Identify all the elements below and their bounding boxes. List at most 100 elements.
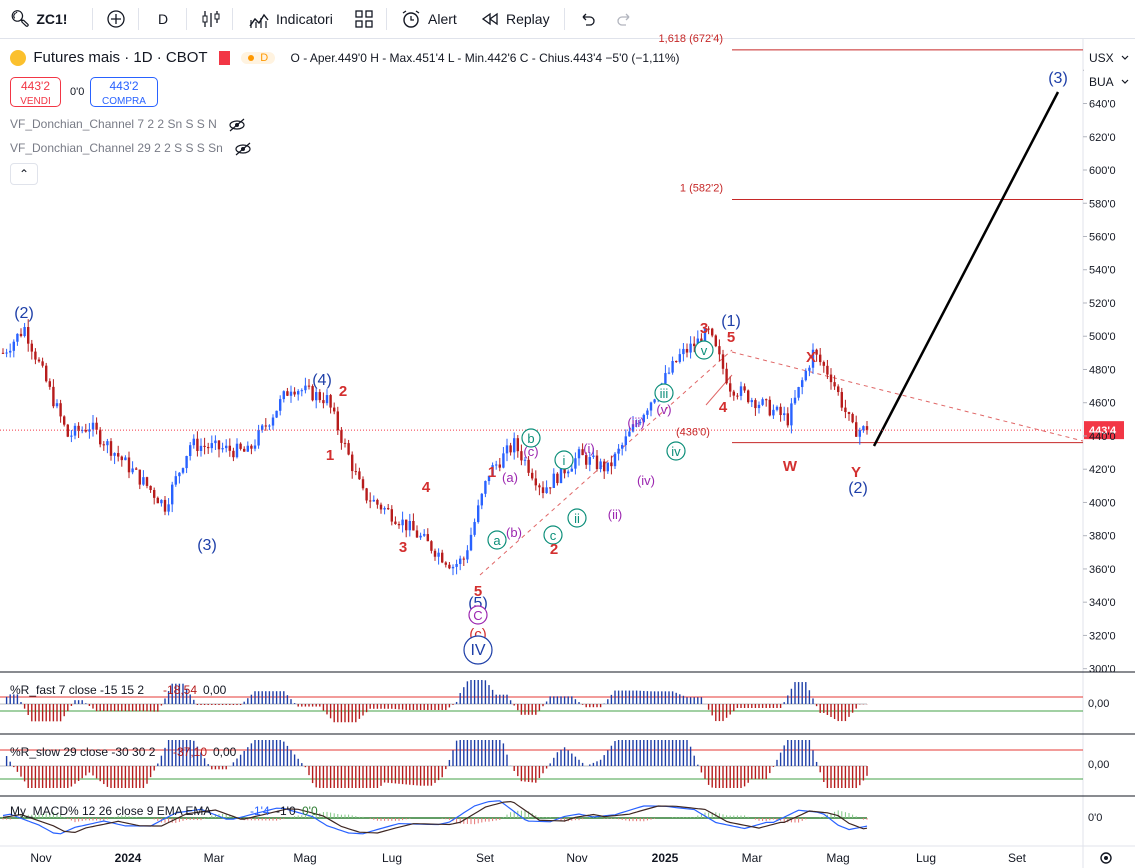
candle: [793, 389, 797, 405]
candle-body: [210, 443, 213, 449]
indicator-legend-1[interactable]: VF_Donchian_Channel 7 2 2 Sn S S N: [10, 117, 246, 132]
candle-body: [793, 397, 797, 404]
candle-body: [574, 458, 577, 469]
price-tick-label: 500'0: [1089, 331, 1116, 343]
candle-body: [635, 423, 638, 425]
macd-legend-value3: 0'0: [302, 804, 318, 818]
candle: [66, 423, 69, 438]
sell-button[interactable]: 443'2 VENDI: [10, 77, 61, 107]
candle: [228, 438, 231, 457]
candle-body: [99, 429, 102, 445]
candle-body: [91, 422, 95, 430]
redo-button[interactable]: [616, 0, 634, 38]
candle: [376, 498, 379, 509]
replay-button[interactable]: Replay: [480, 0, 550, 38]
symbol-search[interactable]: 🔍︎ ZC1!: [10, 0, 67, 38]
candle-body: [847, 412, 851, 414]
candle-body: [837, 386, 840, 393]
candle: [675, 360, 678, 363]
candle: [567, 469, 570, 478]
alert-button[interactable]: Alert: [400, 0, 457, 38]
candle: [473, 518, 476, 537]
candle: [361, 476, 365, 491]
candle-body: [603, 461, 606, 472]
compare-button[interactable]: [106, 0, 126, 38]
candle: [95, 417, 98, 435]
candle: [70, 429, 73, 443]
candle: [307, 378, 311, 390]
wave-label: i: [563, 453, 566, 468]
price-tick-label: 460'0: [1089, 398, 1116, 410]
eye-off-icon[interactable]: [234, 142, 252, 156]
candle: [613, 451, 617, 470]
unit-label[interactable]: BUA: [1089, 75, 1114, 89]
candle: [149, 485, 152, 493]
candle: [693, 336, 696, 353]
chart-type-button[interactable]: [200, 0, 220, 38]
layouts-button[interactable]: [354, 0, 374, 38]
candle: [459, 555, 462, 571]
candle: [88, 423, 91, 439]
macd-legend-value2: -1'0: [276, 804, 296, 818]
interval-button[interactable]: D: [158, 0, 168, 38]
candle: [689, 336, 692, 359]
candle-body: [95, 422, 98, 430]
candle-body: [325, 395, 329, 404]
candle-body: [300, 390, 303, 392]
candle: [588, 452, 591, 472]
collapse-legend-button[interactable]: ⌃: [10, 163, 38, 185]
candle: [815, 348, 818, 362]
toolbar-divider: [138, 8, 139, 30]
currency-label[interactable]: USX: [1089, 51, 1114, 65]
candle: [768, 396, 771, 417]
candle: [581, 443, 584, 456]
candle-body: [394, 521, 397, 525]
candle: [45, 362, 48, 383]
candle: [189, 442, 192, 461]
wave-label: (b): [506, 525, 522, 540]
candle-body: [509, 445, 512, 453]
candle: [12, 339, 15, 358]
eye-off-icon[interactable]: [228, 118, 246, 132]
candle-body: [304, 385, 307, 391]
wave-label: (v): [656, 402, 671, 417]
indicator-legend-2[interactable]: VF_Donchian_Channel 29 2 2 S S S Sn: [10, 141, 252, 156]
time-axis-label: Lug: [916, 851, 936, 865]
price-tick-label: 380'0: [1089, 531, 1116, 543]
candle-body: [765, 399, 768, 401]
candle-body: [275, 410, 278, 418]
candle-body: [628, 431, 631, 437]
delay-badge[interactable]: D: [241, 51, 276, 64]
indicators-button[interactable]: Indicatori: [248, 0, 333, 38]
price-tick-label: 540'0: [1089, 265, 1116, 277]
candle: [369, 492, 372, 509]
candle-body: [124, 457, 127, 461]
candle: [185, 455, 188, 474]
macd-axis-label: 0'0: [1088, 812, 1102, 824]
candle: [311, 384, 314, 402]
toolbar-divider: [386, 8, 387, 30]
candle: [783, 406, 786, 421]
undo-button[interactable]: [578, 0, 596, 38]
candle: [235, 438, 239, 459]
candle: [487, 475, 491, 485]
candle-body: [1, 352, 5, 354]
candle-body: [556, 473, 559, 484]
candle-body: [192, 438, 195, 446]
price-tick-label: 360'0: [1089, 564, 1116, 576]
candle: [423, 529, 426, 537]
candle-body: [408, 520, 411, 531]
candle-body: [379, 504, 383, 510]
chevron-down-icon[interactable]: [1121, 55, 1129, 84]
candle: [649, 401, 653, 417]
legend-title[interactable]: Futures mais · 1D · CBOT: [33, 49, 208, 66]
candle: [160, 499, 163, 507]
flag-icon[interactable]: [218, 50, 230, 65]
r-fast-legend-name: %R_fast 7 close -15 15 2: [10, 683, 144, 697]
candle: [441, 549, 444, 564]
candle: [531, 468, 534, 481]
buy-button[interactable]: 443'2 COMPRA: [90, 77, 158, 107]
wave-circle: [487, 530, 507, 550]
gear-icon[interactable]: [1100, 852, 1112, 864]
